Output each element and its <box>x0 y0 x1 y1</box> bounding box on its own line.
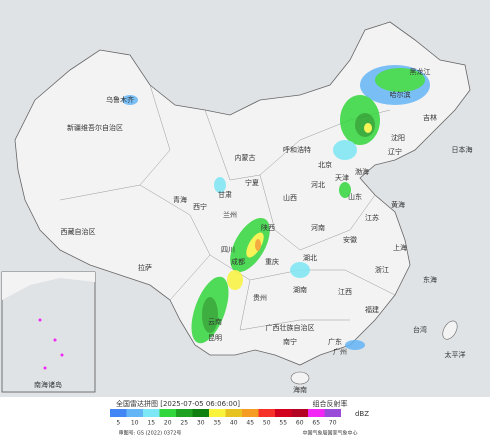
region-label: 西宁 <box>193 202 207 211</box>
region-label: 宁夏 <box>245 178 259 187</box>
legend-unit: dBZ <box>355 410 369 418</box>
region-label: 黑龙江 <box>410 67 431 76</box>
region-label: 四川 <box>221 246 235 254</box>
color-swatch <box>143 409 160 417</box>
scale-label: 50 <box>263 420 271 427</box>
region-label: 广州 <box>333 347 347 356</box>
hainan-island <box>290 371 310 385</box>
region-label: 台湾 <box>413 325 427 334</box>
scale-label: 15 <box>147 420 155 427</box>
scale-label: 25 <box>180 420 188 427</box>
region-label: 重庆 <box>265 257 279 266</box>
region-label: 南海诸岛 <box>34 380 62 389</box>
region-label: 乌鲁木齐 <box>106 95 134 104</box>
region-label: 黄海 <box>391 200 405 209</box>
region-label: 云南 <box>208 317 222 326</box>
color-swatch <box>242 409 259 417</box>
region-label: 天津 <box>335 174 349 182</box>
region-label: 湖南 <box>293 285 307 294</box>
legend-panel <box>0 397 490 439</box>
scale-label: 10 <box>131 420 139 427</box>
scale-label: 20 <box>164 420 172 427</box>
region-label: 甘肃 <box>218 190 232 199</box>
south-china-sea-inset <box>1 271 96 393</box>
color-swatch <box>324 409 341 417</box>
radar-echo <box>122 65 430 350</box>
inset-land <box>2 272 95 300</box>
region-label: 太平洋 <box>445 350 466 359</box>
region-label: 海南 <box>293 385 307 394</box>
taiwan-island <box>442 320 458 340</box>
region-label: 兰州 <box>223 210 237 219</box>
region-label: 山东 <box>348 192 362 201</box>
region-label: 内蒙古 <box>235 153 256 162</box>
region-label: 广西壮族自治区 <box>266 323 315 332</box>
color-swatch <box>291 409 308 417</box>
color-swatch <box>192 409 209 417</box>
region-label: 东海 <box>423 275 437 284</box>
region-label: 江西 <box>338 288 352 296</box>
region-label: 沈阳 <box>391 133 405 142</box>
region-label: 河北 <box>311 181 325 189</box>
region-label: 浙江 <box>375 265 389 274</box>
color-swatch <box>126 409 143 417</box>
color-swatch <box>225 409 242 417</box>
scale-label: 70 <box>329 420 337 427</box>
region-label: 呼和浩特 <box>283 145 311 154</box>
color-swatch <box>258 409 275 417</box>
region-label: 广东 <box>328 337 342 346</box>
region-label: 青海 <box>173 195 187 204</box>
region-label: 拉萨 <box>138 263 152 272</box>
region-label: 陕西 <box>261 223 275 232</box>
region-label: 北京 <box>318 160 332 169</box>
inset-islands <box>38 318 64 370</box>
region-label: 贵州 <box>253 293 267 302</box>
scale-label: 55 <box>279 420 287 427</box>
region-label: 成都 <box>231 257 245 266</box>
region-label: 渤海 <box>355 167 369 176</box>
color-swatch <box>308 409 325 417</box>
color-swatch <box>176 409 193 417</box>
scale-label: 40 <box>230 420 238 427</box>
color-swatch <box>159 409 176 417</box>
scale-label: 65 <box>312 420 320 427</box>
region-label: 福建 <box>365 305 379 314</box>
legend-product: 组合反射率 <box>313 399 348 408</box>
scale-label: 30 <box>197 420 205 427</box>
source: 中国气象局国家气象中心 <box>302 430 357 437</box>
region-label: 昆明 <box>208 334 222 342</box>
region-label: 南宁 <box>283 337 297 346</box>
legend-title: 全国雷达拼图 [2025-07-05 06:06:00] <box>116 399 240 408</box>
region-label: 哈尔滨 <box>390 90 411 99</box>
region-label: 新疆维吾尔自治区 <box>67 123 123 132</box>
region-label: 辽宁 <box>388 147 402 156</box>
scale-label: 60 <box>296 420 304 427</box>
scale-label: 45 <box>246 420 254 427</box>
region-label: 山西 <box>283 193 297 202</box>
region-label: 日本海 <box>452 145 473 154</box>
scale-label: 35 <box>213 420 221 427</box>
region-label: 江苏 <box>365 213 379 222</box>
approval-number: 审图号: GS (2022) 0372号 <box>119 430 182 437</box>
scale-label: 5 <box>116 420 120 427</box>
region-label: 西藏自治区 <box>61 227 96 236</box>
region-label: 河南 <box>311 223 325 232</box>
color-swatch <box>110 409 127 417</box>
color-swatch <box>275 409 292 417</box>
region-label: 安徽 <box>343 235 357 244</box>
region-label: 吉林 <box>423 113 437 122</box>
region-label: 上海 <box>393 243 407 252</box>
region-label: 湖北 <box>303 253 317 262</box>
color-swatch <box>209 409 226 417</box>
